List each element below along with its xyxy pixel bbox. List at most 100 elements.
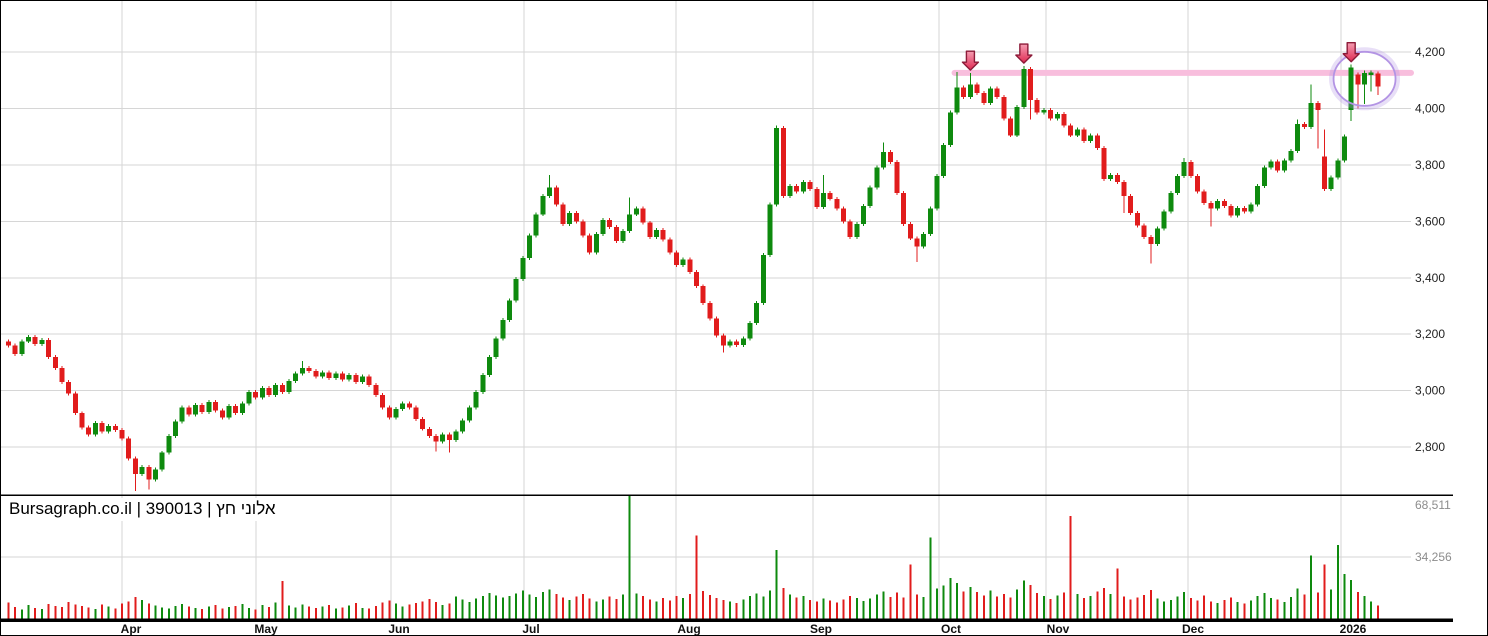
candle [1081,129,1087,141]
volume-bar [214,605,217,619]
volume-bar [956,583,959,619]
volume-bar [468,601,471,619]
volume-bar [281,580,284,619]
volume-bar [268,606,271,619]
candle [881,152,887,168]
candle [26,337,32,342]
volume-bar [688,594,691,619]
candle [279,385,285,393]
volume-bar [615,598,618,619]
volume-bar [107,606,110,619]
volume-bar [1296,588,1299,619]
chart-title: Bursagraph.co.il | 390013 | אלוני חץ [7,498,282,521]
volume-bar [635,593,638,619]
volume-bar [1042,596,1045,619]
volume-bar [655,601,658,619]
candle [400,403,406,410]
candle [1375,73,1381,87]
volume-bar [87,607,90,619]
volume-bar [1029,585,1032,619]
axis-labels: 4,200 4,000 3,800 3,600 3,400 3,200 3,000 2,800… [121,45,1452,636]
candle [1161,211,1167,229]
volume-bar [40,609,43,619]
price-axis-label: 3,600 [1415,214,1445,228]
candle [1208,202,1214,209]
volume-bar [1343,573,1346,619]
candle [841,208,846,222]
candle [814,188,820,208]
candle [1275,161,1281,171]
candle [1188,162,1194,177]
candle [353,375,359,383]
volume-bar [1109,593,1112,619]
month-label: May [254,622,278,636]
candle [580,221,586,236]
candle [734,341,740,345]
candle [1061,114,1067,126]
volume-bar [101,604,104,619]
volume-bar [414,603,417,619]
volume-bar [1323,564,1326,619]
volume-bar [461,599,464,619]
candle [1154,228,1160,244]
candle [1241,207,1247,212]
candle [39,339,45,345]
candle [1342,136,1347,161]
candle [954,87,960,113]
volume-bar [241,603,244,619]
volume-bar [1183,592,1186,619]
candle [319,372,325,377]
candle [1255,186,1261,205]
candle [19,341,25,354]
volume-bar [835,602,838,619]
volume-bar [368,608,371,619]
volume-bar [936,588,939,619]
candle [1335,160,1341,178]
volume-bar [1363,596,1366,619]
volume-bar [915,594,918,619]
volume-bar [334,608,337,619]
price-gridlines [1,51,1411,558]
candle [807,181,813,189]
candle [266,387,272,395]
volume-bar [622,594,625,619]
candle [1101,147,1107,179]
candle [600,219,606,235]
volume-bar [962,591,965,619]
candle [340,373,345,380]
volume-bar [341,607,344,619]
volume-bar [675,596,678,619]
candle [800,181,806,192]
volume-bar [1236,601,1239,619]
volume-bar [147,603,150,619]
volume-bar [628,495,631,619]
volume-bar [488,592,491,619]
volume-bar [1263,593,1266,619]
volume-bar [909,564,912,619]
candle [1228,205,1234,216]
candle [32,337,38,345]
volume-bar [1223,600,1226,619]
volume-bar [1203,595,1206,619]
candle [593,234,599,253]
candle [1362,73,1368,85]
candle [507,300,512,321]
price-axis-label: 4,000 [1415,101,1445,115]
volume-bar [695,535,698,619]
candle [740,338,746,345]
candle [1048,109,1054,119]
volume-bar [1136,597,1139,619]
candle [159,452,165,470]
volume-bar [748,596,751,619]
candle [633,208,639,215]
volume-bar [708,595,711,619]
candle [239,403,245,414]
candle [1195,176,1201,192]
candle [1074,129,1080,136]
volume-bar [301,604,304,619]
volume-bar [1330,589,1333,619]
candle [947,112,953,146]
candle [206,401,212,412]
volume-bar [1249,600,1252,619]
volume-bar [94,609,97,619]
